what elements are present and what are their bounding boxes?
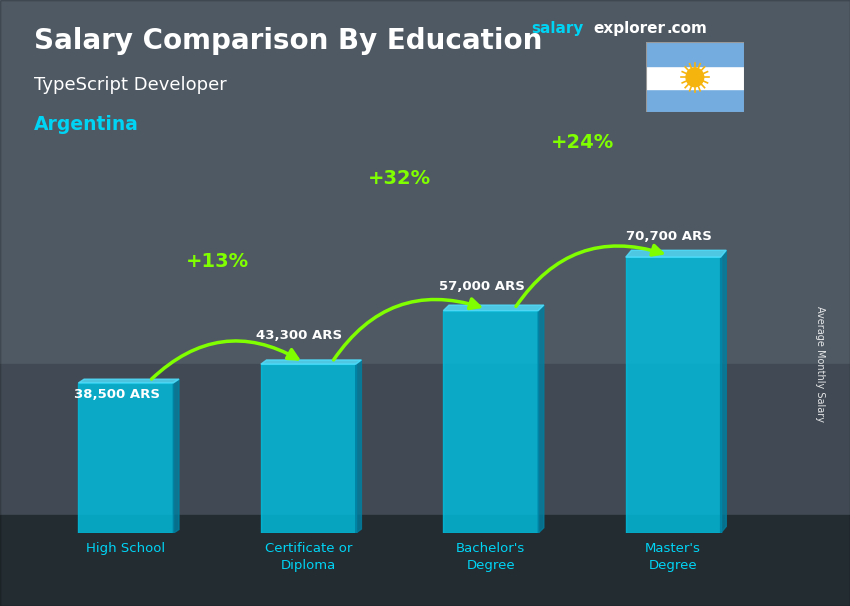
Bar [0, 564, 850, 594]
Text: Argentina: Argentina [34, 115, 139, 134]
Polygon shape [721, 250, 726, 533]
Bar [0, 570, 850, 600]
FancyArrowPatch shape [333, 299, 479, 360]
Text: .com: .com [666, 21, 707, 36]
Text: explorer: explorer [593, 21, 666, 36]
FancyArrowPatch shape [516, 245, 662, 307]
Text: +32%: +32% [368, 169, 432, 188]
Bar [0, 576, 850, 606]
Bar [0, 573, 850, 603]
Polygon shape [444, 305, 544, 311]
Text: 38,500 ARS: 38,500 ARS [74, 388, 160, 401]
Bar [0, 556, 850, 587]
Polygon shape [626, 250, 726, 257]
Bar [646, 65, 744, 89]
Bar [0, 554, 850, 585]
Circle shape [686, 68, 704, 87]
Polygon shape [261, 360, 361, 364]
Bar [261, 364, 355, 533]
Bar [0, 571, 850, 601]
Text: Salary Comparison By Education: Salary Comparison By Education [34, 27, 542, 55]
Text: salary: salary [531, 21, 584, 36]
Bar [444, 311, 538, 533]
Bar [0, 562, 850, 593]
Polygon shape [78, 379, 179, 383]
Bar [0, 561, 850, 591]
Bar [0, 553, 850, 583]
Text: 57,000 ARS: 57,000 ARS [439, 280, 524, 293]
Bar [78, 383, 173, 533]
Bar [626, 257, 721, 533]
Bar [0, 568, 850, 599]
Text: 70,700 ARS: 70,700 ARS [626, 230, 711, 244]
Bar [0, 567, 850, 597]
Polygon shape [355, 360, 361, 533]
Polygon shape [173, 379, 179, 533]
Bar [0, 551, 850, 582]
Bar [646, 89, 744, 112]
Bar [0, 574, 850, 605]
Text: +13%: +13% [186, 252, 249, 271]
Bar [0, 565, 850, 595]
Text: TypeScript Developer: TypeScript Developer [34, 76, 227, 94]
FancyArrowPatch shape [151, 341, 298, 379]
Bar [0, 548, 850, 579]
Bar [646, 42, 744, 65]
Text: +24%: +24% [551, 133, 614, 152]
Bar [0, 550, 850, 581]
Text: 43,300 ARS: 43,300 ARS [256, 329, 343, 342]
Text: Average Monthly Salary: Average Monthly Salary [815, 305, 825, 422]
Polygon shape [538, 305, 544, 533]
Bar [0, 559, 850, 589]
Bar [0, 558, 850, 588]
